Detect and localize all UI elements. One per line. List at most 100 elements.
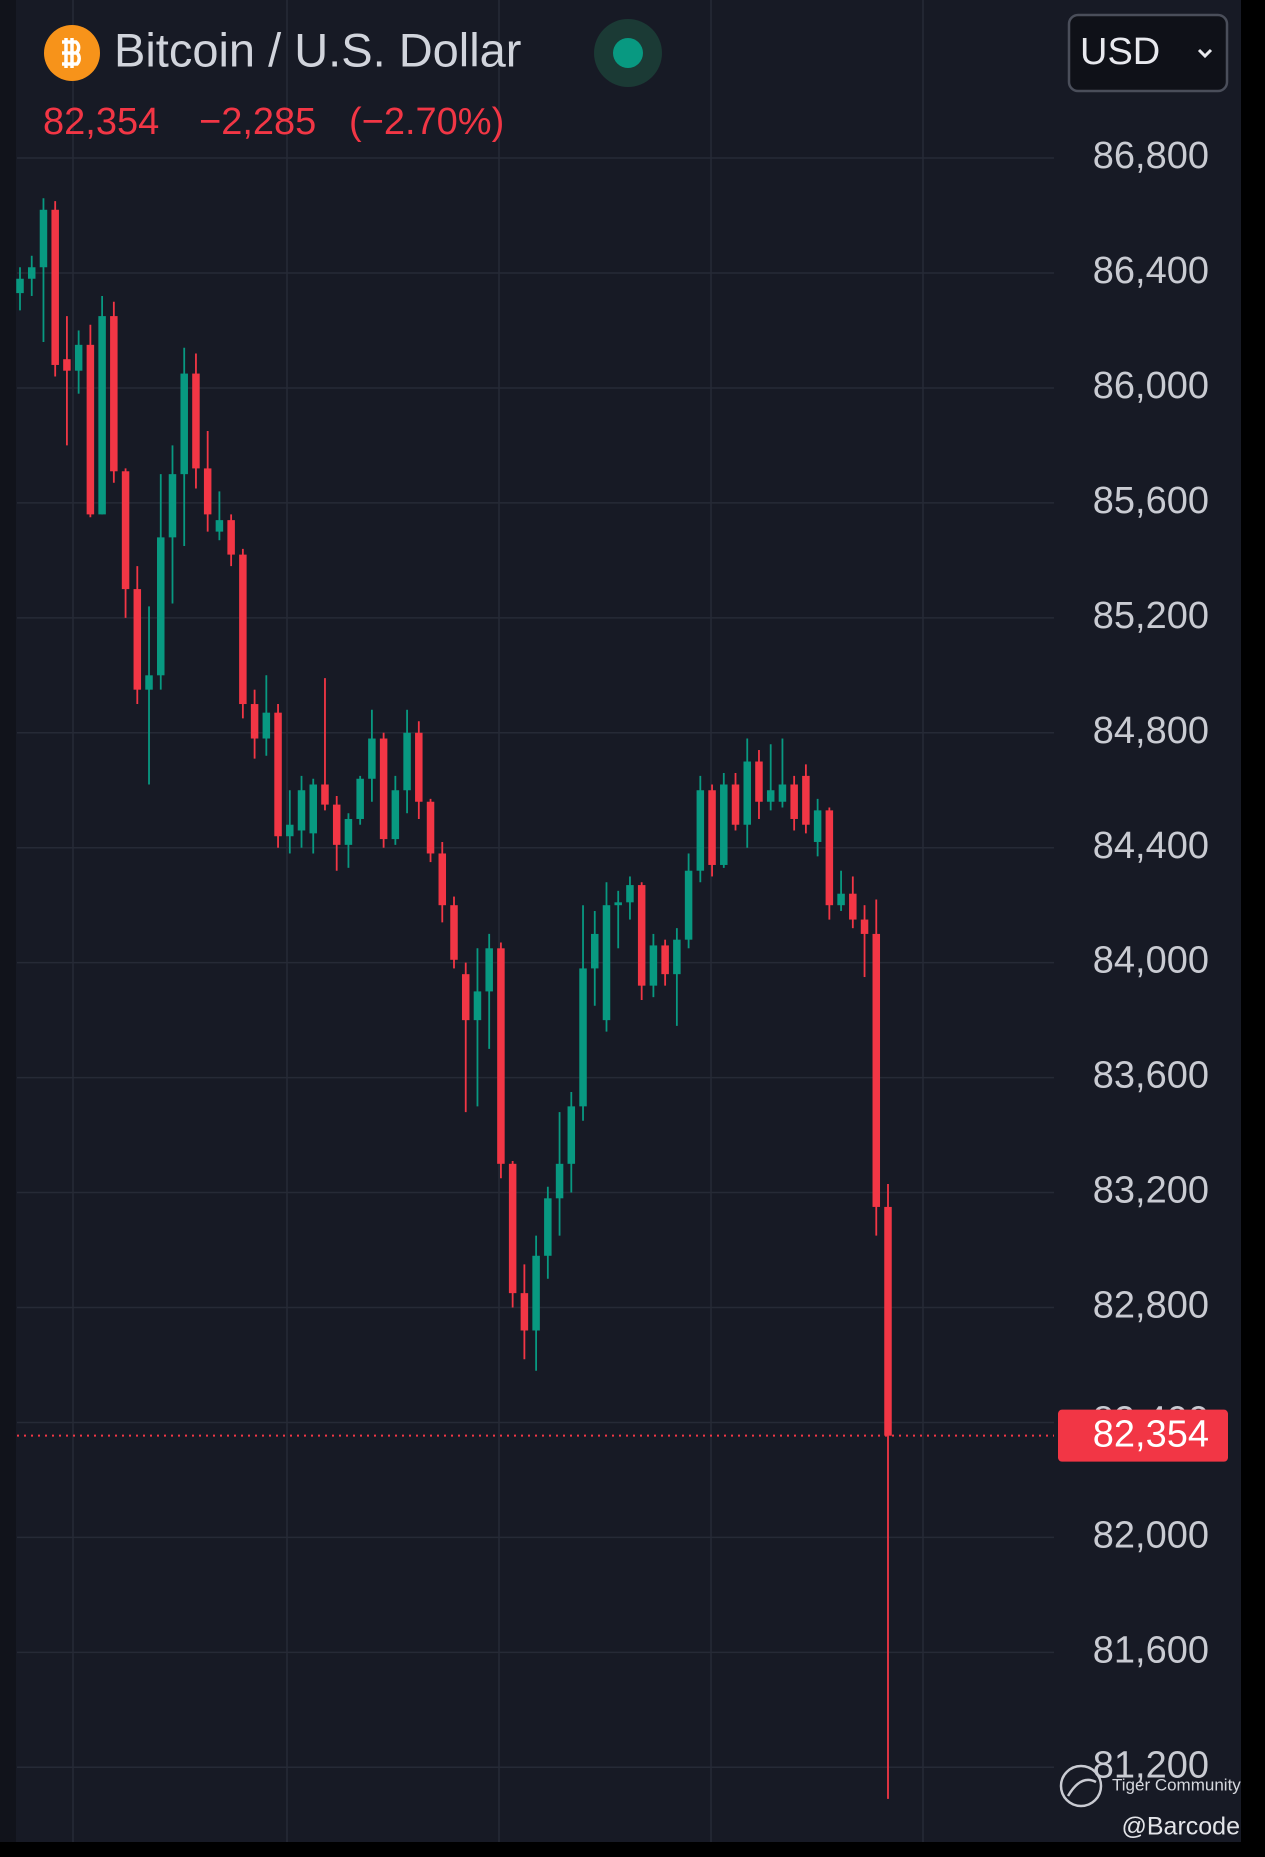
candle-body bbox=[837, 893, 845, 906]
candle-body bbox=[708, 790, 716, 865]
candle-body bbox=[110, 316, 118, 472]
currency-label[interactable]: USD bbox=[1080, 31, 1160, 73]
candle-body bbox=[98, 316, 106, 515]
candle-body bbox=[696, 790, 705, 871]
candle-body bbox=[332, 804, 341, 845]
candle-body bbox=[239, 554, 247, 705]
candle-body bbox=[227, 520, 235, 555]
candle-body bbox=[591, 933, 599, 969]
y-tick-label: 84,800 bbox=[1093, 710, 1209, 752]
candle-body bbox=[297, 790, 306, 831]
candle-body bbox=[51, 209, 59, 365]
candle-body bbox=[555, 1163, 564, 1199]
vertical-grid bbox=[72, 0, 924, 1842]
y-tick-label: 86,800 bbox=[1093, 135, 1209, 177]
watermark-author: @Barcode bbox=[1122, 1813, 1241, 1841]
candle-body bbox=[86, 344, 95, 515]
candle-body bbox=[309, 784, 317, 834]
bitcoin-glyph bbox=[62, 38, 81, 68]
candle-body bbox=[544, 1198, 552, 1256]
candle-body bbox=[168, 474, 177, 538]
y-tick-label: 85,200 bbox=[1093, 595, 1209, 637]
candle-body bbox=[262, 712, 271, 739]
price-change-percent: (−2.70%) bbox=[349, 101, 504, 143]
candle-body bbox=[872, 933, 881, 1207]
candle-body bbox=[391, 790, 400, 840]
candle-body bbox=[274, 712, 282, 837]
candle-body bbox=[802, 775, 810, 825]
candle-body bbox=[755, 761, 763, 802]
candle-body bbox=[192, 373, 200, 469]
candle-body bbox=[684, 870, 693, 940]
candle-body bbox=[133, 589, 142, 690]
candle-body bbox=[579, 968, 587, 1107]
y-tick-label: 86,000 bbox=[1093, 365, 1209, 407]
candle-body bbox=[121, 471, 130, 590]
candle-body bbox=[790, 784, 798, 819]
candles bbox=[16, 198, 892, 1799]
candle-body bbox=[520, 1293, 529, 1331]
candle-body bbox=[321, 784, 329, 805]
y-tick-label: 83,200 bbox=[1093, 1170, 1209, 1212]
y-tick-label: 82,000 bbox=[1093, 1514, 1209, 1556]
candle-body bbox=[74, 344, 83, 371]
candle-body bbox=[403, 732, 411, 791]
candle-body bbox=[461, 974, 470, 1021]
candle-body bbox=[286, 824, 294, 837]
left-edge bbox=[0, 0, 16, 1842]
y-tick-label: 81,200 bbox=[1093, 1744, 1209, 1786]
dropdown-chevron[interactable] bbox=[1197, 48, 1213, 59]
candle-body bbox=[426, 801, 435, 854]
candle-body bbox=[379, 738, 388, 840]
candle-body bbox=[532, 1255, 540, 1331]
candle-body bbox=[485, 948, 493, 992]
candle-body bbox=[356, 778, 364, 819]
candle-body bbox=[884, 1206, 892, 1436]
candle-body bbox=[180, 373, 188, 475]
candle-body bbox=[766, 790, 775, 802]
candle-body bbox=[39, 209, 48, 268]
candle-body bbox=[567, 1106, 576, 1164]
candle-body bbox=[626, 885, 634, 903]
candle-body bbox=[63, 359, 71, 371]
candle-body bbox=[849, 893, 857, 920]
y-axis: 81,20081,60082,00082,40082,80083,20083,6… bbox=[1093, 135, 1209, 1786]
y-tick-label: 85,600 bbox=[1093, 480, 1209, 522]
last-price: 82,354 bbox=[43, 101, 159, 143]
candle-body bbox=[673, 939, 681, 975]
candle-body bbox=[497, 948, 505, 1164]
candle-body bbox=[473, 991, 482, 1021]
candle-body bbox=[661, 945, 669, 975]
candle-body bbox=[250, 704, 259, 739]
status-dot bbox=[613, 38, 643, 68]
candle-body bbox=[637, 885, 646, 986]
candle-body bbox=[27, 267, 36, 279]
price-change: −2,285 bbox=[199, 101, 316, 143]
candle-body bbox=[145, 675, 153, 690]
candle-body bbox=[731, 784, 740, 825]
candle-body bbox=[203, 468, 212, 515]
candle-body bbox=[649, 945, 658, 986]
candle-body bbox=[602, 905, 611, 1021]
y-tick-label: 83,600 bbox=[1093, 1055, 1209, 1097]
candle-body bbox=[720, 784, 728, 865]
y-tick-label: 86,400 bbox=[1093, 250, 1209, 292]
candle-body bbox=[778, 784, 787, 802]
candle-body bbox=[860, 919, 869, 934]
current-price-badge bbox=[1058, 1409, 1228, 1462]
candle-body bbox=[415, 732, 423, 802]
candle-body bbox=[450, 905, 458, 960]
candle-body bbox=[743, 761, 751, 825]
watermark-logo bbox=[1059, 1764, 1103, 1808]
y-tick-label: 81,600 bbox=[1093, 1629, 1209, 1671]
price-marker: 82,354 bbox=[17, 1409, 1228, 1462]
candle-body bbox=[508, 1163, 517, 1294]
currency-selector[interactable] bbox=[1067, 13, 1229, 93]
candle-body bbox=[438, 853, 447, 906]
y-tick-label: 84,000 bbox=[1093, 940, 1209, 982]
chart-title: Bitcoin / U.S. Dollar bbox=[114, 23, 521, 76]
y-tick-label: 82,800 bbox=[1093, 1285, 1209, 1327]
candle-body bbox=[813, 810, 822, 842]
chart-background bbox=[0, 0, 1241, 1842]
